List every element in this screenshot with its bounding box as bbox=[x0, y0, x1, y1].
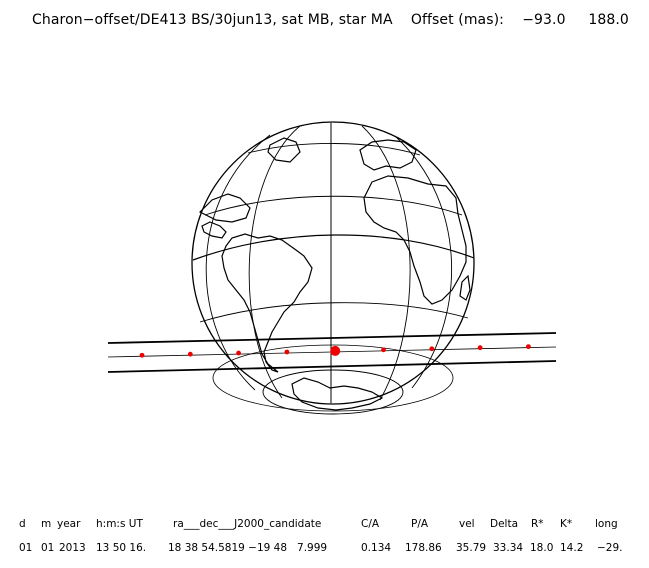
time-marker bbox=[381, 347, 386, 353]
time-markers bbox=[139, 344, 531, 358]
shadow-edge-south bbox=[107, 360, 557, 373]
shadow-edge-north bbox=[107, 332, 557, 344]
time-marker bbox=[284, 349, 290, 355]
time-marker bbox=[187, 351, 193, 357]
polar-circle bbox=[262, 369, 404, 415]
antarctica-coast bbox=[291, 377, 384, 411]
polar-circle-outer bbox=[212, 344, 454, 412]
south-america-coast bbox=[221, 233, 313, 373]
equator-line bbox=[192, 234, 475, 261]
time-marker bbox=[477, 345, 483, 351]
time-marker bbox=[429, 346, 435, 352]
parallel-line bbox=[247, 143, 421, 156]
meridian-line bbox=[361, 125, 411, 401]
time-marker bbox=[236, 350, 242, 356]
globe-limb bbox=[191, 121, 475, 405]
plot-title: Charon−offset/DE413 BS/30jun13, sat MB, … bbox=[32, 12, 629, 28]
madagascar-coast bbox=[459, 274, 471, 301]
time-marker bbox=[139, 352, 145, 358]
coastlines bbox=[198, 137, 471, 411]
greenland-coast bbox=[267, 137, 301, 163]
parallel-line bbox=[204, 195, 463, 216]
globe bbox=[191, 121, 475, 415]
europe-coast bbox=[359, 139, 417, 171]
north-america-coast bbox=[198, 193, 251, 223]
meridian-line bbox=[394, 135, 452, 389]
central-time-marker bbox=[330, 345, 341, 356]
meridian-line bbox=[205, 134, 271, 391]
central-america-coast bbox=[201, 221, 227, 239]
africa-coast bbox=[363, 175, 467, 305]
parallel-line bbox=[199, 302, 469, 323]
time-marker bbox=[526, 344, 531, 350]
meridian-line bbox=[248, 125, 301, 399]
